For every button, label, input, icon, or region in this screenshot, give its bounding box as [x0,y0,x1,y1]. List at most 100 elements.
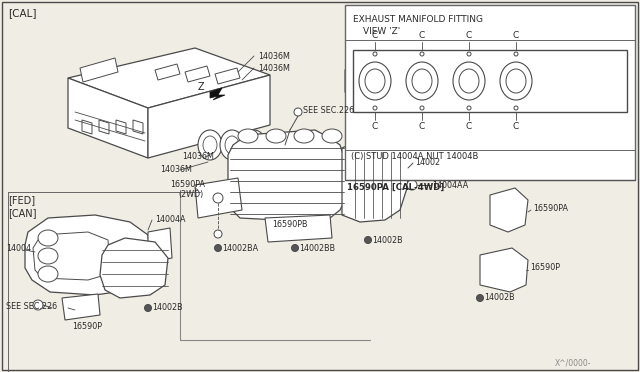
Polygon shape [265,215,332,242]
Circle shape [514,106,518,110]
Text: 14036M: 14036M [258,52,290,61]
Text: 14002B: 14002B [484,294,515,302]
Text: 14002B: 14002B [152,304,182,312]
Polygon shape [133,120,143,134]
Circle shape [294,108,302,116]
Polygon shape [80,58,118,82]
Text: 14002BB: 14002BB [299,244,335,253]
Text: 16590PB: 16590PB [272,220,307,229]
Ellipse shape [365,69,385,93]
Ellipse shape [359,62,391,100]
Ellipse shape [38,266,58,282]
Circle shape [214,230,222,238]
Text: Z: Z [198,82,205,92]
Text: SEE SEC.226: SEE SEC.226 [303,106,354,115]
Text: X^/0000-: X^/0000- [555,358,591,367]
Ellipse shape [242,130,266,160]
Circle shape [365,237,371,244]
Ellipse shape [220,130,244,160]
Text: 14004: 14004 [6,244,31,253]
Ellipse shape [322,129,342,143]
Circle shape [145,305,152,311]
Bar [345,5,635,180]
Text: [CAL]: [CAL] [8,8,36,18]
Text: 16590P: 16590P [72,322,102,331]
Text: SEE SEC.226: SEE SEC.226 [6,302,57,311]
Circle shape [514,52,518,56]
Text: EXHAUST MANIFOLD FITTING: EXHAUST MANIFOLD FITTING [353,15,483,24]
Ellipse shape [238,129,258,143]
Polygon shape [215,68,240,84]
Ellipse shape [506,69,526,93]
Ellipse shape [294,129,314,143]
Text: [CAN]: [CAN] [8,208,36,218]
Text: C: C [513,31,519,40]
Ellipse shape [203,136,217,154]
Text: 14002BA: 14002BA [222,244,258,253]
Ellipse shape [406,62,438,100]
Text: 14004AA: 14004AA [432,180,468,189]
Bar [353,50,627,112]
Polygon shape [33,232,110,280]
Polygon shape [99,120,109,134]
Ellipse shape [38,230,58,246]
Polygon shape [490,188,528,232]
Circle shape [213,193,223,203]
Polygon shape [480,248,528,292]
Ellipse shape [225,136,239,154]
Ellipse shape [412,69,432,93]
Ellipse shape [38,248,58,264]
Text: 16590PA: 16590PA [533,203,568,212]
Ellipse shape [459,69,479,93]
Circle shape [214,244,221,251]
Circle shape [291,244,298,251]
Ellipse shape [198,130,222,160]
Polygon shape [100,238,168,298]
Polygon shape [345,60,353,102]
Polygon shape [82,120,92,134]
Ellipse shape [264,130,288,160]
Text: 16590PA: 16590PA [170,180,205,189]
Ellipse shape [269,136,283,154]
Text: C: C [419,31,425,40]
Ellipse shape [500,62,532,100]
Text: C: C [372,122,378,131]
Text: C: C [466,122,472,131]
Text: [FED]: [FED] [8,195,35,205]
Polygon shape [25,215,150,295]
Circle shape [373,52,377,56]
Polygon shape [68,78,148,158]
Polygon shape [228,130,345,222]
Circle shape [467,52,471,56]
Text: 14002: 14002 [415,157,440,167]
Polygon shape [148,75,270,158]
Circle shape [75,307,81,313]
Text: 16590P: 16590P [530,263,560,273]
Ellipse shape [247,136,261,154]
Text: VIEW 'Z': VIEW 'Z' [363,27,400,36]
Circle shape [420,106,424,110]
Polygon shape [148,228,172,262]
Circle shape [373,106,377,110]
Circle shape [33,300,43,310]
Polygon shape [210,88,225,100]
Text: 14004A: 14004A [155,215,186,224]
Circle shape [467,106,471,110]
Text: 16590PA [CAL-4WD]: 16590PA [CAL-4WD] [347,183,444,192]
Polygon shape [62,294,100,320]
Polygon shape [116,120,126,134]
Polygon shape [155,64,180,80]
Text: (C) STUD 14004A,NUT 14004B: (C) STUD 14004A,NUT 14004B [351,152,478,161]
Text: 14036M: 14036M [182,152,214,161]
Polygon shape [195,178,242,218]
Ellipse shape [453,62,485,100]
Circle shape [407,180,417,190]
Text: C: C [419,122,425,131]
Ellipse shape [266,129,286,143]
Text: 14002B: 14002B [372,235,403,244]
Text: C: C [466,31,472,40]
Text: (2WD): (2WD) [178,190,204,199]
Text: C: C [513,122,519,131]
Polygon shape [342,140,408,222]
Polygon shape [185,66,210,82]
